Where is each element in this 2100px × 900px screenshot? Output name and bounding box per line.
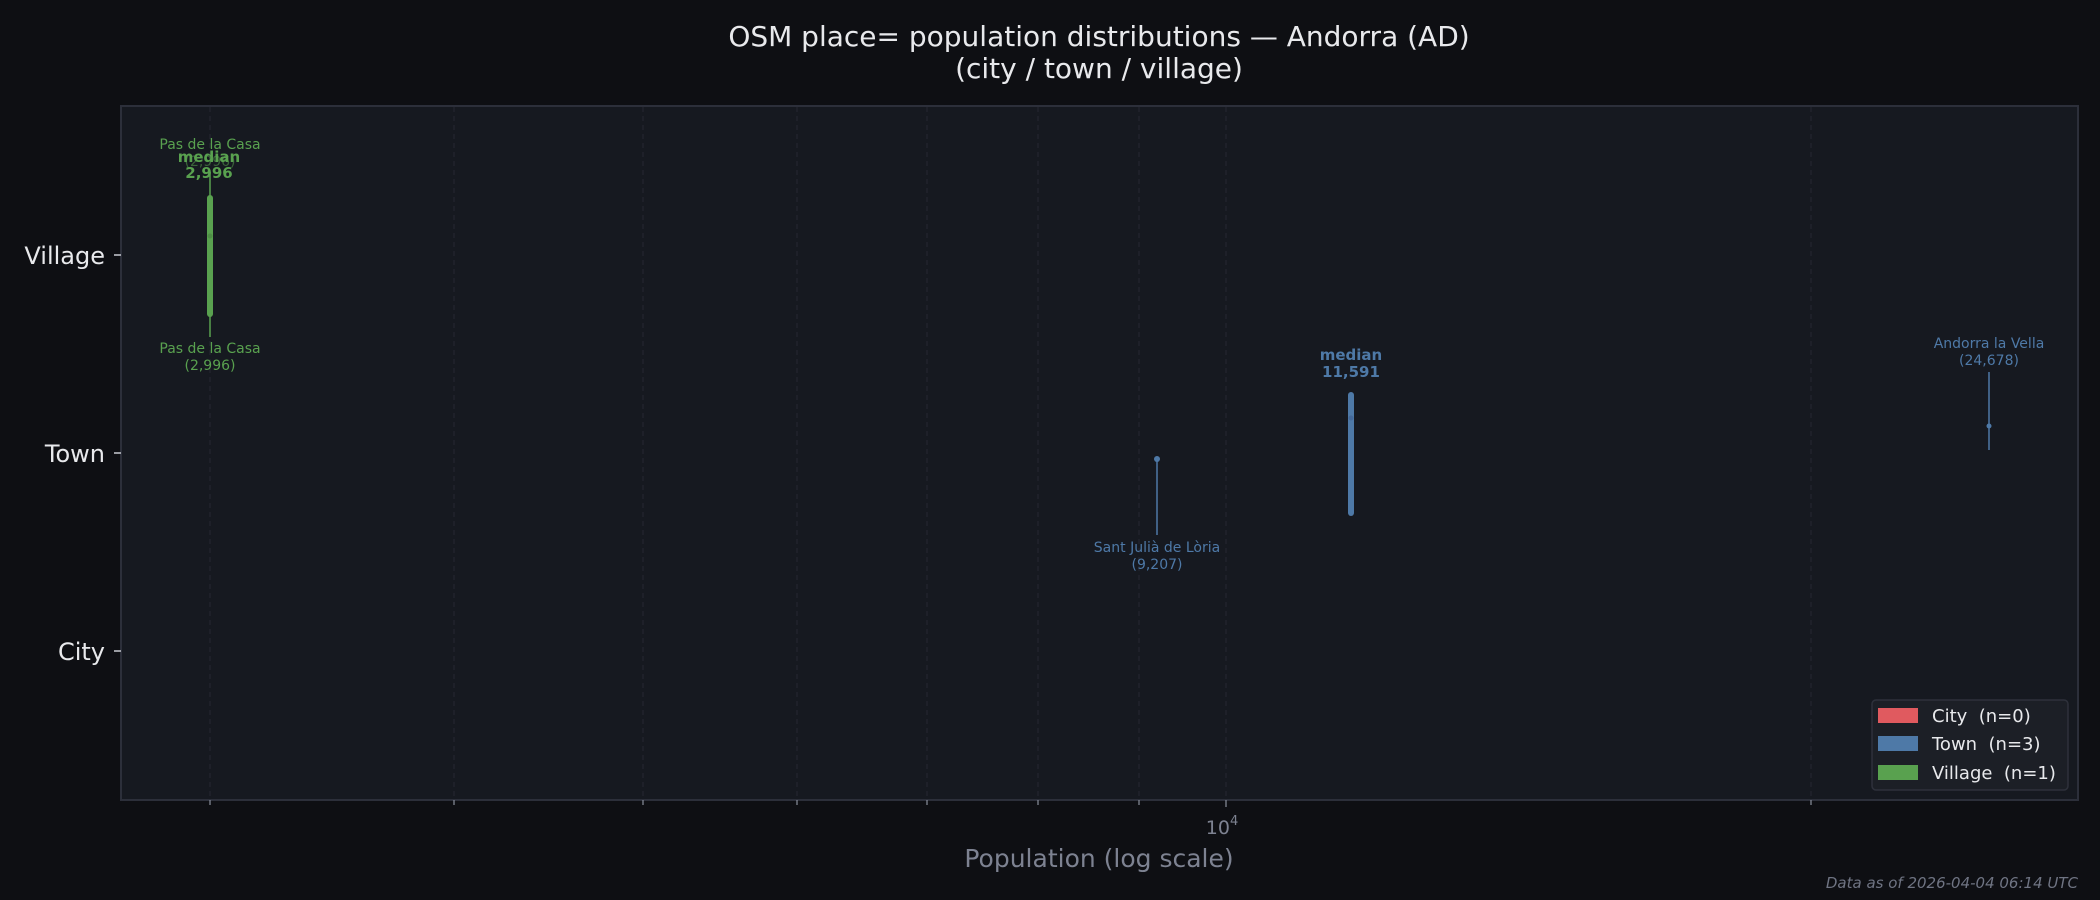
town-median-dot: [1348, 415, 1354, 421]
y-label-village: Village: [24, 242, 105, 270]
y-label-town: Town: [44, 440, 105, 468]
village-violin: Pas de la Casa (2,996) median 2,996 Pas …: [159, 137, 260, 374]
chart-subtitle: (city / town / village): [955, 52, 1243, 85]
legend-swatch-city: [1878, 708, 1918, 723]
town-median-label: median: [1320, 346, 1382, 364]
town-violin: Sant Julià de Lòria (9,207) median 11,59…: [1094, 336, 2044, 573]
legend-label-city: City (n=0): [1932, 706, 2031, 727]
data-timestamp: Data as of 2026-04-04 06:14 UTC: [1826, 874, 2079, 892]
y-axis: Village Town City: [24, 242, 121, 666]
town-min-value: (9,207): [1131, 557, 1182, 573]
town-max-name: Andorra la Vella: [1934, 336, 2045, 352]
town-box: [1348, 392, 1354, 516]
y-label-city: City: [58, 638, 105, 666]
legend-swatch-town: [1878, 736, 1918, 751]
town-min-dot: [1154, 456, 1160, 462]
x-ticks: [209, 800, 1812, 807]
legend-label-village: Village (n=1): [1932, 763, 2056, 784]
x-gridlines: [209, 107, 1812, 799]
town-median-value: 11,591: [1322, 363, 1380, 381]
legend-swatch-village: [1878, 765, 1918, 780]
town-max-dot: [1986, 423, 1992, 429]
village-max-name: Pas de la Casa: [159, 137, 260, 153]
village-box: [207, 195, 213, 317]
chart-title: OSM place= population distributions — An…: [728, 20, 1469, 53]
village-median-value: 2,996: [185, 164, 232, 182]
village-min-name: Pas de la Casa: [159, 341, 260, 357]
legend-label-town: Town (n=3): [1931, 734, 2041, 755]
x-tick-label-10e4: 104: [1206, 814, 1238, 839]
town-max-value: (24,678): [1959, 353, 2019, 369]
legend-box: [1871, 699, 2069, 791]
town-min-name: Sant Julià de Lòria: [1094, 540, 1220, 556]
legend: City (n=0) Town (n=3) Village (n=1): [1871, 699, 2069, 791]
village-max-value: (2,996): [184, 154, 235, 170]
village-median-label: median: [178, 148, 240, 166]
plot-area: [120, 105, 2079, 801]
village-median-dot: [207, 233, 213, 239]
village-min-value: (2,996): [184, 358, 235, 374]
x-axis-label: Population (log scale): [964, 844, 1233, 873]
